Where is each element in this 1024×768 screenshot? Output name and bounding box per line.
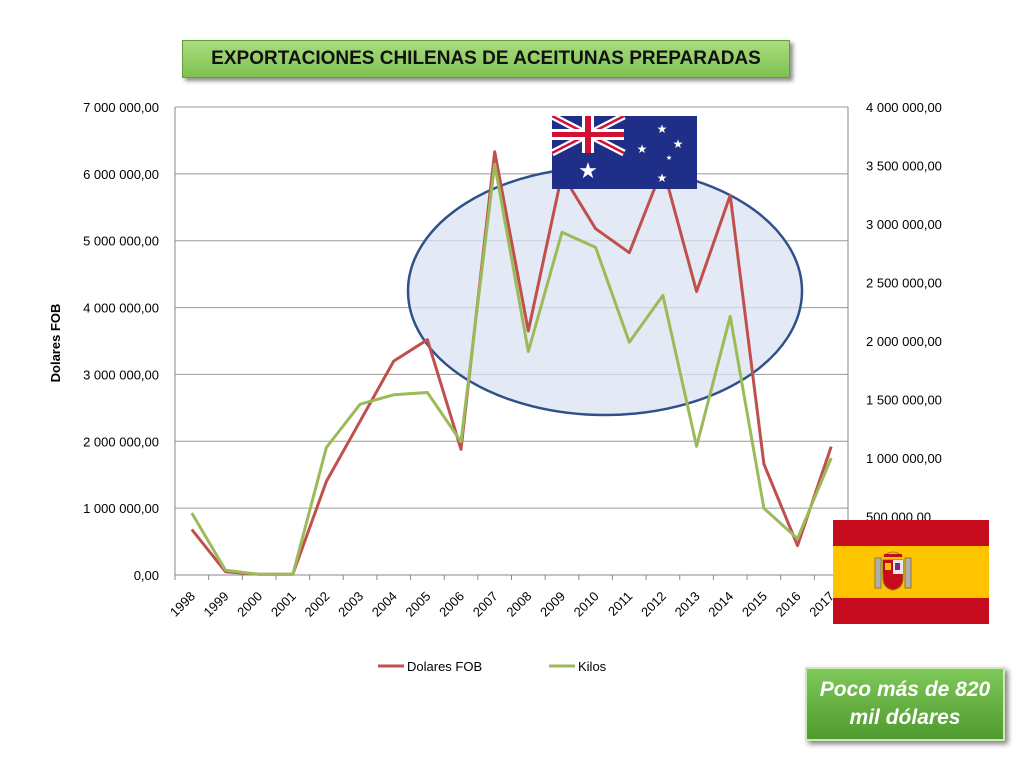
x-tick-label: 2001	[268, 589, 299, 620]
y-tick-label-right: 3 500 000,00	[866, 159, 942, 174]
x-tick-label: 2011	[605, 589, 635, 619]
x-tick-label: 2013	[672, 589, 703, 620]
x-tick-label: 2012	[638, 589, 669, 620]
y-tick-label-right: 2 000 000,00	[866, 334, 942, 349]
chart-title-box: EXPORTACIONES CHILENAS DE ACEITUNAS PREP…	[182, 40, 790, 78]
annotation-line-1: Poco más de 820	[819, 678, 991, 701]
legend-label: Kilos	[578, 659, 607, 674]
x-axis: 1998 1999 2000 2001 2002 2003 2004 2005 2006 2007…	[167, 589, 837, 620]
x-tick-label: 2002	[301, 589, 332, 620]
y-tick-label-left: 4 000 000,00	[83, 301, 159, 316]
y-axis-left: 0,00 1 000 000,00 2 000 000,00 3 000 000,00…	[83, 100, 159, 583]
legend: Dolares FOB Kilos	[378, 659, 607, 674]
x-tick-label: 2004	[369, 589, 400, 620]
svg-text:★: ★	[666, 154, 672, 162]
svg-text:★: ★	[578, 159, 598, 184]
chart-title: EXPORTACIONES CHILENAS DE ACEITUNAS PREP…	[211, 48, 761, 69]
legend-label: Dolares FOB	[407, 659, 482, 674]
x-tick-label: 2009	[537, 589, 568, 620]
y-axis-right: 500 000,001 000 000,001 500 000,002 000 …	[866, 100, 942, 525]
x-tick-label: 2006	[436, 589, 467, 620]
x-tick-label: 1999	[201, 589, 232, 620]
annotation-line-2: mil dólares	[849, 706, 961, 729]
svg-text:★: ★	[657, 122, 668, 136]
y-tick-label-right: 2 500 000,00	[866, 276, 942, 291]
series-layer	[190, 150, 833, 576]
coat-of-arms-icon	[874, 551, 912, 591]
svg-text:★: ★	[673, 137, 684, 151]
y-tick-label-right: 4 000 000,00	[866, 100, 942, 115]
y-tick-label-left: 2 000 000,00	[83, 434, 159, 449]
annotation-box: Poco más de 820 mil dólares	[805, 667, 1005, 741]
y-tick-label-left: 5 000 000,00	[83, 234, 159, 249]
x-tick-label: 2014	[705, 589, 736, 620]
x-tick-label: 2015	[739, 589, 770, 620]
x-tick-label: 2003	[335, 589, 366, 620]
y-tick-label-left: 7 000 000,00	[83, 100, 159, 115]
y-tick-label-left: 6 000 000,00	[83, 167, 159, 182]
x-tick-label: 2008	[503, 589, 534, 620]
y-tick-label-left: 1 000 000,00	[83, 501, 159, 516]
svg-text:★: ★	[637, 142, 648, 156]
x-tick-label: 2010	[571, 589, 602, 620]
x-tick-label: 1998	[167, 589, 198, 620]
x-tick-label: 2007	[470, 589, 501, 620]
y-tick-label-left: 0,00	[134, 568, 159, 583]
x-tick-label: 2016	[773, 589, 804, 620]
y-axis-label: Dolares FOB	[48, 304, 63, 383]
svg-text:★: ★	[657, 171, 668, 185]
spain-flag	[833, 520, 989, 624]
x-tick-label: 2005	[402, 589, 433, 620]
y-tick-label-right: 1 000 000,00	[866, 451, 942, 466]
y-tick-label-right: 3 000 000,00	[866, 217, 942, 232]
series-line-kilos	[190, 162, 833, 576]
x-tick-label: 2000	[234, 589, 265, 620]
y-tick-label-left: 3 000 000,00	[83, 367, 159, 382]
australia-flag: ★ ★ ★ ★ ★ ★	[552, 116, 697, 189]
y-tick-label-right: 1 500 000,00	[866, 393, 942, 408]
